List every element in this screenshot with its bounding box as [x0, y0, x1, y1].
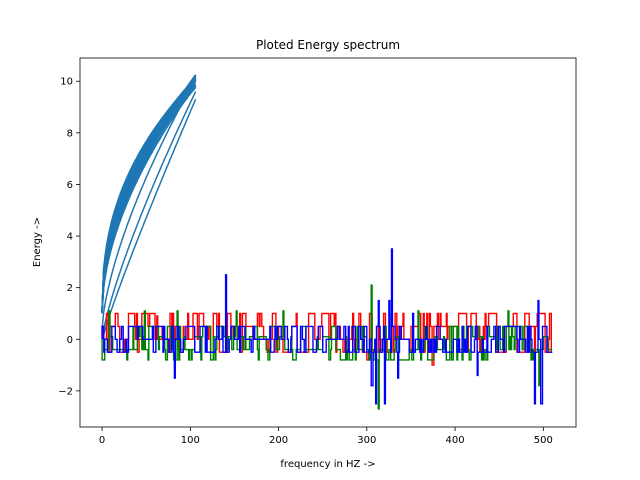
- y-tick-label: 4: [67, 232, 73, 243]
- chart-title: Ploted Energy spectrum: [256, 38, 400, 52]
- y-tick-label: 10: [60, 77, 73, 88]
- y-tick-label: 8: [67, 128, 73, 139]
- x-tick-label: 300: [357, 435, 376, 446]
- x-tick-label: 500: [534, 435, 553, 446]
- x-tick-label: 0: [99, 435, 105, 446]
- y-tick-label: 2: [67, 283, 73, 294]
- series-layer: [101, 74, 553, 410]
- curve-strand: [103, 99, 197, 335]
- x-axis-label: frequency in HZ ->: [280, 459, 375, 470]
- y-axis: −2 0 2 4 6 8 10: [58, 77, 80, 397]
- x-tick-label: 200: [269, 435, 288, 446]
- x-axis: 0 100 200 300 400 500: [99, 427, 553, 446]
- y-tick-label: −2: [58, 386, 73, 397]
- curve-strand: [101, 78, 197, 329]
- series-blue-noise: [101, 248, 553, 405]
- curve-strand: [101, 91, 197, 340]
- x-tick-label: 400: [446, 435, 465, 446]
- x-tick-label: 100: [181, 435, 200, 446]
- y-axis-label: Energy ->: [32, 217, 43, 267]
- y-tick-label: 6: [67, 180, 73, 191]
- series-blue-curves: [101, 74, 197, 340]
- plot-frame: [79, 57, 577, 428]
- curve-strand: [101, 74, 197, 314]
- y-tick-label: 0: [67, 335, 73, 346]
- series-green: [101, 284, 553, 410]
